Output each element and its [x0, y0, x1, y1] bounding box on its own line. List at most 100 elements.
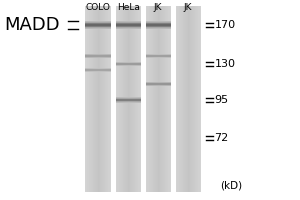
Bar [123, 6, 124, 192]
Text: 72: 72 [214, 133, 229, 143]
Bar [196, 6, 197, 192]
Bar [192, 6, 193, 192]
Bar [151, 6, 152, 192]
Bar [93, 6, 94, 192]
Bar [85, 21, 111, 22]
Bar [85, 23, 111, 24]
Bar [116, 24, 141, 25]
Bar [185, 6, 186, 192]
Text: 95: 95 [214, 95, 229, 105]
Bar [148, 6, 149, 192]
Bar [182, 6, 183, 192]
Bar [101, 6, 102, 192]
Bar [152, 6, 153, 192]
Bar [128, 6, 129, 192]
Bar [169, 6, 170, 192]
Bar [146, 27, 171, 28]
Bar [108, 6, 109, 192]
Bar [162, 6, 163, 192]
Bar [86, 6, 87, 192]
Bar [163, 6, 164, 192]
Bar [116, 98, 141, 99]
Bar [136, 6, 137, 192]
Bar [92, 6, 93, 192]
Bar [140, 6, 141, 192]
Bar [131, 6, 132, 192]
Bar [189, 6, 190, 192]
Bar [195, 6, 196, 192]
Bar [177, 6, 178, 192]
Bar [129, 6, 130, 192]
Bar [103, 6, 104, 192]
Bar [94, 6, 95, 192]
Text: COLO: COLO [86, 3, 110, 12]
Bar [98, 6, 99, 192]
Text: (kD): (kD) [220, 181, 242, 191]
Bar [100, 6, 101, 192]
Bar [85, 6, 86, 192]
Bar [109, 6, 110, 192]
Bar [146, 28, 171, 29]
Bar [85, 25, 111, 26]
Bar [146, 82, 171, 83]
Bar [180, 6, 181, 192]
Text: 170: 170 [214, 20, 236, 30]
Bar [146, 83, 171, 84]
Bar [85, 24, 111, 25]
Bar [154, 6, 155, 192]
Bar [125, 6, 126, 192]
Bar [155, 6, 156, 192]
Bar [116, 6, 117, 192]
Bar [146, 85, 171, 86]
Bar [197, 6, 198, 192]
Bar [153, 6, 154, 192]
Bar [181, 6, 182, 192]
Bar [163, 6, 164, 192]
Bar [87, 6, 88, 192]
Bar [85, 28, 111, 29]
Bar [190, 6, 191, 192]
Bar [176, 6, 177, 192]
Bar [187, 6, 188, 192]
Bar [146, 84, 171, 85]
Bar [149, 6, 150, 192]
Bar [193, 6, 194, 192]
Bar [116, 22, 141, 23]
Bar [157, 6, 158, 192]
Bar [119, 6, 120, 192]
Bar [89, 6, 90, 192]
Bar [121, 6, 122, 192]
Bar [110, 6, 111, 192]
Bar [88, 6, 89, 192]
Bar [170, 6, 171, 192]
Bar [161, 6, 162, 192]
Bar [146, 23, 171, 24]
Bar [200, 6, 201, 192]
Bar [90, 6, 91, 192]
Bar [132, 6, 133, 192]
Bar [135, 6, 136, 192]
Bar [146, 24, 171, 25]
Bar [116, 99, 141, 100]
Bar [130, 6, 131, 192]
Bar [134, 6, 135, 192]
Bar [167, 6, 168, 192]
Bar [116, 100, 141, 101]
Bar [85, 56, 111, 57]
Bar [85, 57, 111, 58]
Bar [199, 6, 200, 192]
Bar [96, 6, 97, 192]
Bar [137, 6, 138, 192]
Bar [188, 6, 189, 192]
Text: JK: JK [154, 3, 162, 12]
Bar [156, 6, 157, 192]
Bar [116, 28, 141, 29]
Bar [102, 6, 103, 192]
Bar [183, 6, 184, 192]
Bar [85, 54, 111, 55]
Bar [97, 6, 98, 192]
Bar [126, 6, 127, 192]
Bar [186, 6, 187, 192]
Bar [139, 6, 140, 192]
Bar [164, 6, 165, 192]
